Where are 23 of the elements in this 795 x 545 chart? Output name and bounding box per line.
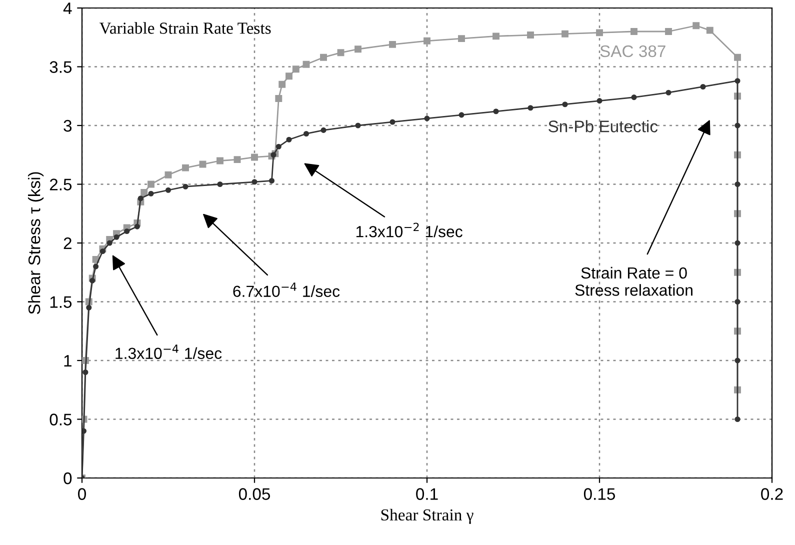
annotation: 6.7x10$^{−4}$ 1/sec: [233, 282, 340, 297]
y-tick-label: 3: [64, 120, 72, 132]
y-tick-label: 4: [63, 2, 72, 14]
x-tick-label: 0.05: [238, 488, 270, 500]
y-axis-title: Shear Stress τ (ksi): [28, 172, 44, 314]
x-tick-label: 0.2: [761, 488, 783, 500]
y-tick-label: 0.5: [50, 414, 72, 426]
y-tick-label: 2.5: [50, 178, 72, 190]
annotation: Strain Rate = 0 Stress relaxation: [575, 266, 692, 296]
y-tick-label: 2: [64, 237, 72, 250]
series-label: Sn-Pb Eutectic: [548, 120, 658, 132]
series-label: SAC 387: [600, 45, 666, 58]
x-tick-label: 0.1: [416, 488, 438, 500]
y-tick-label: 1.5: [50, 296, 72, 308]
x-axis-title: Shear Strain γ: [381, 508, 474, 524]
annotation: 1.3x10$^{−2}$ 1/sec: [356, 222, 462, 238]
y-tick-label: 3.5: [50, 61, 72, 73]
y-tick-label: 0: [64, 472, 72, 484]
x-tick-label: 0.15: [584, 488, 616, 500]
y-tick-label: 1: [64, 355, 72, 367]
annotation: 1.3x10$^{−4}$ 1/sec: [116, 344, 222, 360]
x-tick-label: 0: [78, 488, 86, 500]
text: Variable Strain Rate Tests: [99, 22, 271, 34]
